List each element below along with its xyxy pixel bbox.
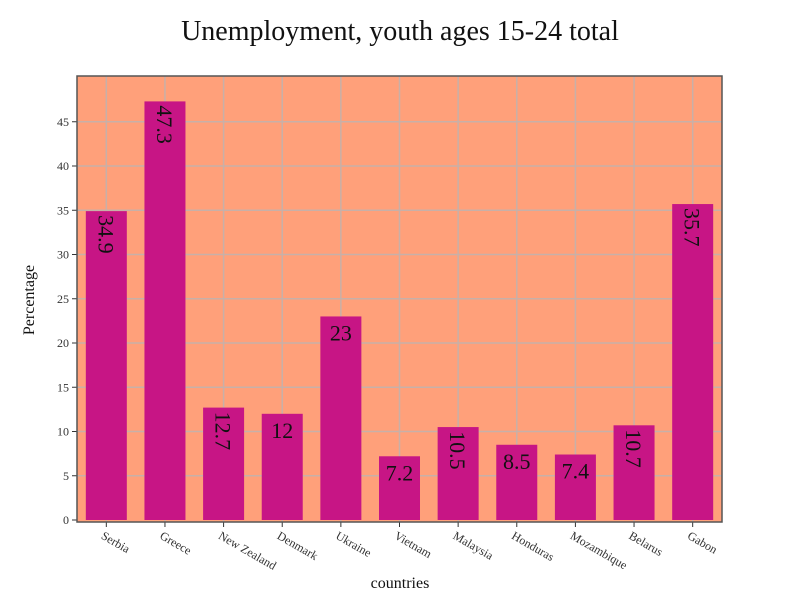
- bar: [144, 101, 186, 521]
- data-label: 8.5: [503, 449, 531, 474]
- bar: [672, 204, 714, 520]
- data-label: 12.7: [211, 412, 236, 451]
- bar: [554, 454, 596, 520]
- data-label: 10.5: [445, 431, 470, 470]
- x-tick-label: New Zealand: [216, 528, 279, 572]
- plot-frame: [76, 75, 723, 523]
- data-label: 47.3: [152, 105, 177, 143]
- y-axis-label: Percentage: [21, 265, 38, 335]
- bar: [496, 444, 538, 520]
- y-tick-label: 40: [57, 159, 69, 173]
- x-tick-label: Honduras: [509, 528, 557, 564]
- x-tick-label: Denmark: [275, 528, 321, 562]
- x-tick-label: Malaysia: [451, 528, 497, 562]
- data-label: 23: [330, 320, 352, 345]
- bar: [261, 413, 303, 520]
- y-tick-label: 45: [57, 115, 69, 129]
- y-axis: 0 5 10 15 20 25 30 35 40 45: [57, 115, 77, 527]
- y-tick-label: 15: [57, 380, 69, 394]
- x-tick-label: Ukraine: [333, 528, 373, 559]
- x-tick-label: Belarus: [627, 528, 666, 559]
- x-tick-label: Serbia: [99, 528, 133, 556]
- bars: 34.9 47.3 12.7 12 23 7.2 10.5 8.5 7.4 10.7 35.7: [85, 101, 714, 521]
- y-tick-label: 25: [57, 292, 69, 306]
- bar: [320, 316, 362, 520]
- x-tick-label: Greece: [157, 528, 193, 557]
- x-tick-label: Vietnam: [392, 528, 435, 561]
- y-tick-label: 20: [57, 336, 69, 350]
- x-tick-label: Gabon: [685, 528, 720, 556]
- data-label: 34.9: [93, 215, 118, 253]
- bar: [85, 211, 127, 520]
- chart-title: Unemployment, youth ages 15-24 total: [181, 16, 619, 47]
- x-axis-label: countries: [371, 575, 430, 592]
- y-tick-label: 5: [63, 469, 69, 483]
- data-label: 10.7: [621, 429, 646, 468]
- y-tick-label: 0: [63, 513, 69, 527]
- y-tick-label: 30: [57, 248, 69, 262]
- data-label: 35.7: [680, 208, 705, 247]
- bar: [437, 427, 479, 520]
- y-tick-label: 10: [57, 425, 69, 439]
- data-label: 7.2: [386, 460, 414, 485]
- bar: [203, 407, 245, 520]
- x-tick-label: Mozambique: [568, 528, 630, 572]
- data-label: 7.4: [562, 459, 590, 484]
- bar: [379, 456, 420, 520]
- bar: [613, 425, 655, 520]
- data-label: 12: [271, 418, 293, 443]
- y-tick-label: 35: [57, 203, 69, 217]
